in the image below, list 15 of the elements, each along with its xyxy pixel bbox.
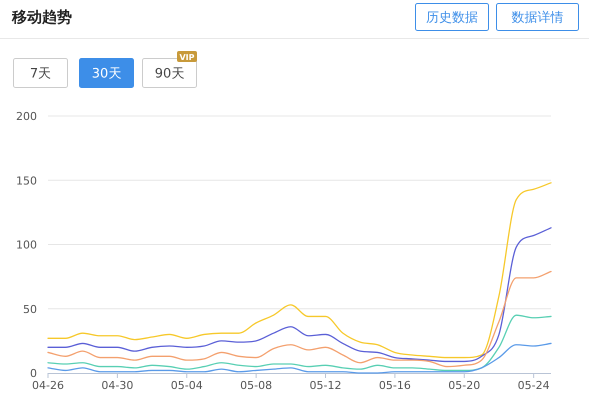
x-tick-label: 04-26 <box>32 379 64 392</box>
y-tick-label: 150 <box>16 174 37 188</box>
x-tick-label: 05-16 <box>378 379 411 392</box>
x-tick-label: 05-12 <box>310 379 342 392</box>
x-tick-label: 05-24 <box>518 379 550 392</box>
x-tick-label: 04-30 <box>101 379 134 392</box>
y-tick-label: 100 <box>16 238 37 252</box>
x-tick-label: 05-08 <box>240 379 272 392</box>
y-tick-label: 200 <box>16 110 37 123</box>
y-tick-label: 0 <box>30 367 37 380</box>
x-tick-label: 05-04 <box>170 379 203 392</box>
chart-title: 移动趋势 <box>11 8 72 26</box>
y-tick-label: 50 <box>23 302 37 316</box>
badge-vip: VIP <box>177 51 197 62</box>
x-tick-label: 05-20 <box>448 379 480 392</box>
